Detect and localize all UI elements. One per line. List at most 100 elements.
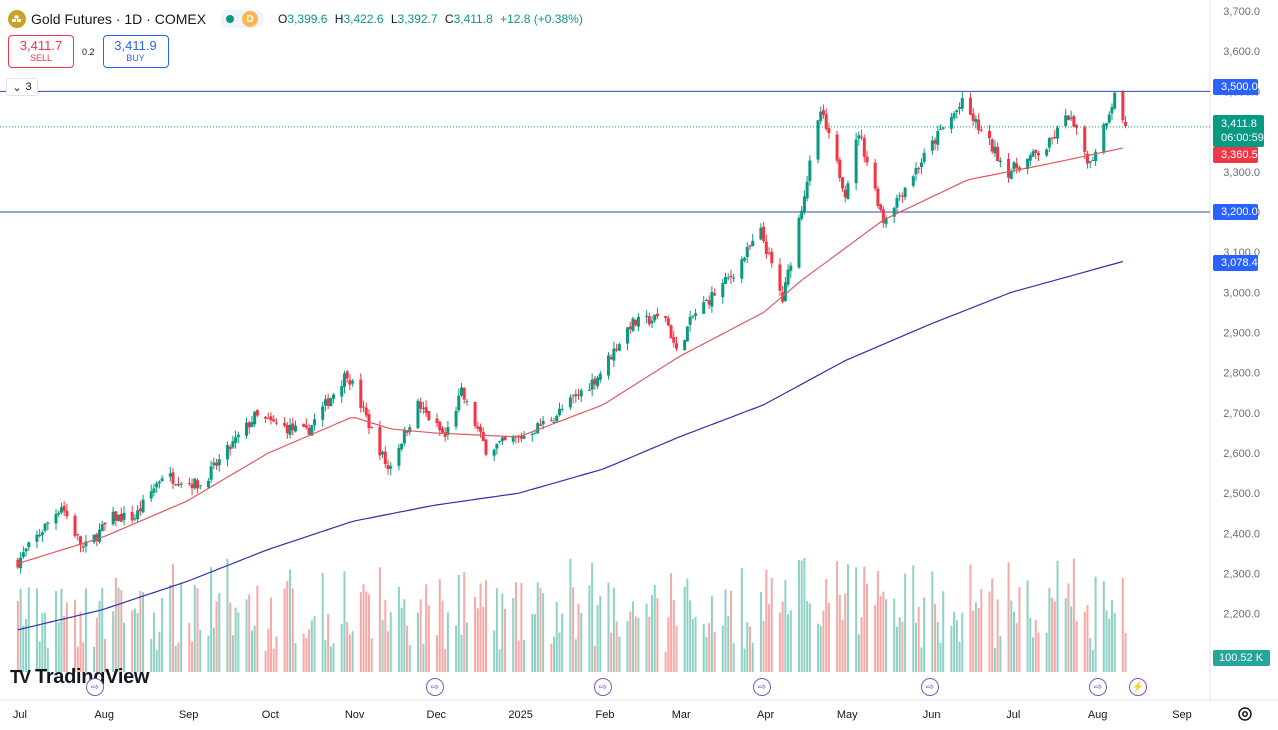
candle-body (462, 387, 466, 400)
volume-bar (438, 579, 441, 672)
event-marker-icon[interactable]: ⇨ (426, 678, 444, 696)
event-marker-icon[interactable]: ⇨ (921, 678, 939, 696)
candle-body (43, 523, 47, 531)
candle-body (321, 406, 325, 420)
volume-bar (346, 622, 349, 672)
volume-bar (912, 565, 915, 672)
candle-body (98, 529, 102, 542)
candle-body (628, 326, 632, 330)
volume-bar (272, 648, 275, 672)
indicators-toggle-button[interactable]: ⌄ 3 (6, 78, 38, 96)
candle-body (996, 146, 1000, 162)
candle-body (1015, 163, 1019, 168)
volume-bar (631, 601, 634, 672)
volume-bar (479, 583, 482, 672)
volume-bar (721, 625, 724, 672)
candle-body (745, 247, 749, 257)
candle-body (993, 146, 997, 154)
candle-body (323, 399, 327, 406)
volume-bar (656, 598, 659, 672)
candle-body (783, 282, 787, 302)
volume-bar (155, 650, 158, 672)
candle-body (960, 97, 964, 109)
candle-body (881, 209, 885, 223)
volume-bar (517, 640, 520, 672)
volume-bar (740, 568, 743, 672)
candle-body (427, 410, 431, 421)
symbol-title[interactable]: Gold Futures · 1D · COMEX (31, 11, 207, 27)
candle-body (492, 449, 496, 456)
event-marker-icon[interactable]: ⇨ (1089, 678, 1107, 696)
volume-bar (302, 633, 305, 672)
candle-body (879, 204, 883, 210)
volume-bar (838, 594, 841, 672)
sell-button[interactable]: 3,411.7 SELL (8, 35, 74, 68)
candle-body (440, 428, 444, 433)
buy-button[interactable]: 3,411.9 BUY (102, 35, 169, 68)
volume-bar (531, 614, 534, 672)
candle-body (958, 107, 962, 109)
candle-body (805, 181, 809, 199)
candle-body (939, 129, 943, 131)
event-marker-icon[interactable]: ⇨ (753, 678, 771, 696)
volume-bar (672, 600, 675, 672)
volume-bar (408, 645, 411, 672)
volume-bar (958, 641, 961, 672)
tradingview-logo[interactable]: TV TradingView (10, 666, 149, 689)
volume-bar (512, 598, 515, 672)
volume-bar (1064, 597, 1067, 672)
event-marker-icon[interactable]: ⇨ (594, 678, 612, 696)
trade-panel: 3,411.7 SELL 0.2 3,411.9 BUY (8, 35, 169, 68)
volume-bar (38, 641, 41, 672)
candle-body (778, 264, 782, 291)
event-marker-icon[interactable]: ⇨ (86, 678, 104, 696)
ohlc-values: O3,399.6 H3,422.6 L3,392.7 C3,411.8 +12.… (278, 12, 583, 26)
candle-body (419, 401, 423, 409)
volume-bar (817, 623, 820, 672)
volume-bar (218, 592, 221, 672)
market-status[interactable]: D (220, 10, 265, 28)
candle-body (119, 513, 123, 522)
candle-body (1007, 158, 1011, 178)
volume-bar (993, 648, 996, 672)
candle-body (179, 483, 183, 485)
candle-body (549, 420, 553, 422)
candle-body (269, 416, 273, 421)
candle-body (103, 522, 107, 525)
candle-body (78, 536, 82, 546)
lightning-event-icon[interactable]: ⚡ (1129, 678, 1147, 696)
candle-body (1047, 138, 1051, 148)
candle-body (827, 128, 831, 133)
volume-bar (191, 641, 194, 672)
candle-body (609, 356, 613, 360)
volume-bar (416, 612, 419, 672)
volume-bar (19, 589, 22, 672)
candle-body (617, 344, 621, 351)
volume-bar (574, 639, 577, 672)
volume-bar (112, 611, 115, 672)
volume-bar (188, 622, 191, 672)
candle-body (865, 156, 869, 163)
volume-bar (936, 622, 939, 672)
volume-bar (340, 623, 343, 672)
candle-body (21, 552, 25, 558)
volume-bar (493, 630, 496, 672)
candle-body (264, 416, 268, 419)
volume-bar (999, 635, 1002, 672)
volume-bar (778, 612, 781, 672)
candle-body (955, 110, 959, 113)
candle-body (974, 118, 978, 123)
gear-icon[interactable] (1236, 705, 1254, 723)
y-tick-label: 2,700.0 (1223, 408, 1260, 420)
volume-bar (743, 648, 746, 672)
volume-bar (1102, 581, 1105, 672)
candle-body (381, 451, 385, 455)
candle-body (884, 217, 888, 225)
candle-body (854, 139, 858, 184)
y-tick-label: 3,600.0 (1223, 46, 1260, 58)
volume-bar (501, 593, 504, 672)
volume-bar (286, 580, 289, 672)
volume-bar (120, 590, 123, 672)
candle-body (843, 189, 847, 198)
